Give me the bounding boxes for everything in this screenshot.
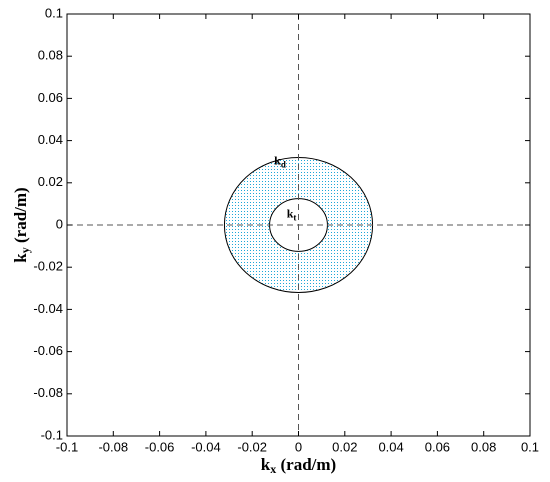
y-tick-label: -0.02 bbox=[33, 259, 63, 274]
y-tick-label: -0.08 bbox=[33, 385, 63, 400]
y-tick-label: 0.08 bbox=[38, 48, 63, 63]
x-tick-label: 0.1 bbox=[521, 439, 539, 454]
x-tick-label: 0.04 bbox=[378, 439, 403, 454]
y-tick-label: 0 bbox=[56, 216, 63, 231]
label-main: k bbox=[287, 206, 294, 220]
x-tick-label: 0.08 bbox=[471, 439, 496, 454]
x-tick-label: -0.06 bbox=[145, 439, 175, 454]
y-tick-label: 0.02 bbox=[38, 174, 63, 189]
annotation: kt bbox=[287, 206, 297, 222]
y-tick-label: 0.1 bbox=[45, 5, 63, 20]
y-axis-label: ky (rad/m) bbox=[11, 187, 32, 262]
label-main: k bbox=[11, 253, 30, 263]
y-tick-label: -0.06 bbox=[33, 343, 63, 358]
x-tick-label: -0.1 bbox=[56, 439, 78, 454]
x-tick-label: -0.02 bbox=[237, 439, 267, 454]
annotation: kd bbox=[274, 153, 286, 169]
y-tick-label: -0.1 bbox=[41, 427, 63, 442]
annulus bbox=[224, 157, 373, 293]
x-tick-label: 0 bbox=[295, 439, 302, 454]
label-main: k bbox=[261, 455, 271, 474]
label-sub: t bbox=[293, 213, 296, 223]
x-tick-label: -0.04 bbox=[191, 439, 221, 454]
y-tick-label: 0.06 bbox=[38, 90, 63, 105]
label-main: k bbox=[274, 153, 281, 167]
label-sub: y bbox=[18, 247, 32, 253]
label-rest: (rad/m) bbox=[11, 187, 30, 247]
y-tick-label: -0.04 bbox=[33, 301, 63, 316]
x-tick-label: 0.02 bbox=[332, 439, 357, 454]
x-axis-label: kx (rad/m) bbox=[261, 455, 336, 476]
x-tick-label: 0.06 bbox=[425, 439, 450, 454]
label-sub: d bbox=[281, 160, 286, 170]
label-rest: (rad/m) bbox=[276, 455, 336, 474]
label-sub: x bbox=[270, 462, 276, 476]
y-tick-label: 0.04 bbox=[38, 132, 63, 147]
x-tick-label: -0.08 bbox=[98, 439, 128, 454]
